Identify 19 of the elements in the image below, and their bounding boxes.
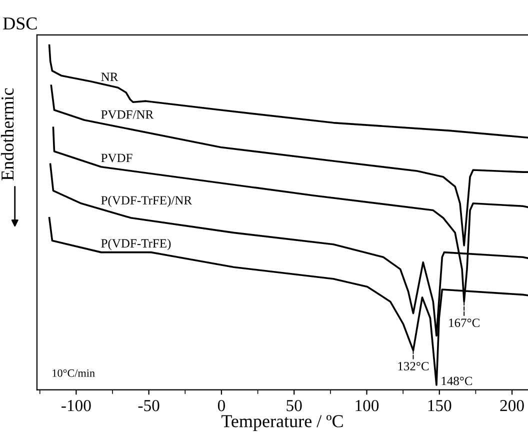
x-tick-label: 0 [218,400,225,412]
annotation: 167°C [449,318,480,328]
annotation: 10°C/min [52,369,95,377]
x-tick-label: -50 [138,400,160,412]
series-label: P(VDF-TrFE)/NR [101,196,192,208]
x-tick-label: 200 [500,400,524,412]
series-label: PVDF [101,154,132,162]
series-label: PVDF/NR [101,110,154,119]
annotation: 148°C [442,376,472,386]
y-axis-title: Endothermic [0,88,14,180]
x-tick-label: 100 [356,400,379,412]
series-label: NR [101,72,118,81]
series-label: P(VDF-TrFE) [101,238,171,250]
x-tick-label: 150 [428,400,452,412]
x-axis-title: Temperature / ºC [221,415,343,431]
chart-title: DSC [3,17,37,30]
x-tick-label: 50 [286,400,302,412]
annotation: 132°C [398,362,429,370]
x-tick-label: -100 [62,400,91,412]
